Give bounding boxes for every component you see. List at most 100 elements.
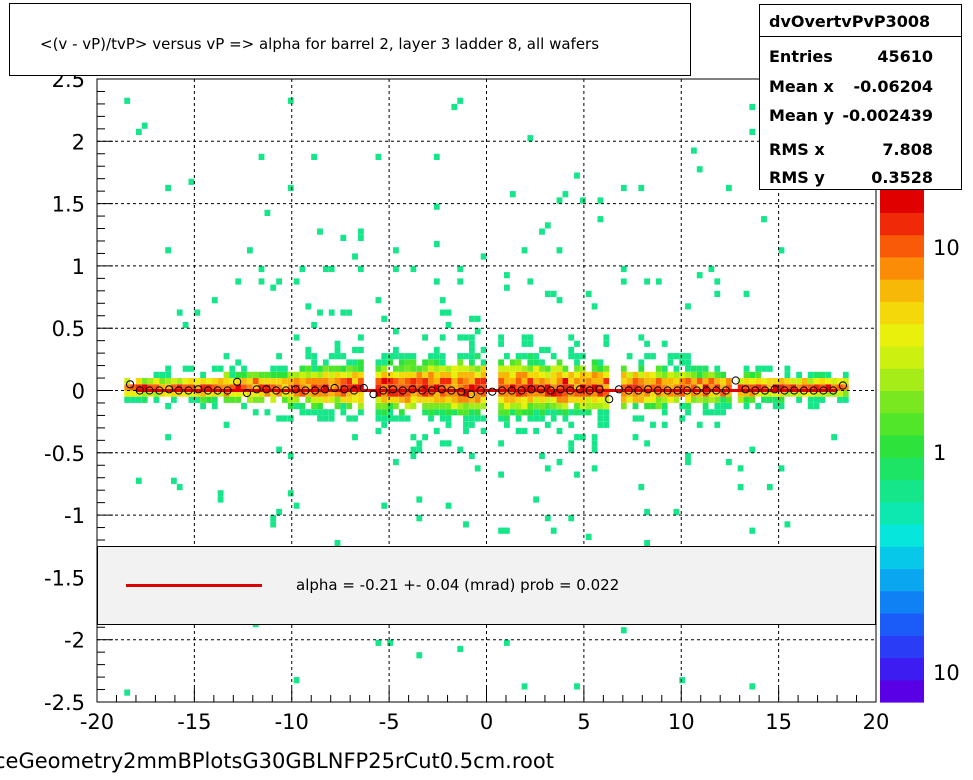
heatmap-cell [340, 353, 347, 360]
palette-swatch [880, 345, 924, 369]
profile-point [770, 385, 779, 394]
heatmap-cell [322, 384, 329, 391]
heatmap-cell [685, 365, 691, 372]
heatmap-cell [562, 384, 569, 391]
heatmap-cell [241, 371, 247, 378]
heatmap-cell [644, 440, 650, 447]
heatmap-cell [714, 378, 721, 385]
heatmap-cell [340, 371, 347, 378]
heatmap-cell [521, 403, 528, 410]
heatmap-cell [287, 97, 294, 104]
heatmap-cell [574, 471, 580, 478]
heatmap-cell [252, 378, 259, 385]
heatmap-cell [515, 371, 522, 378]
heatmap-cell [264, 209, 271, 216]
heatmap-cell [147, 378, 154, 385]
heatmap-cell [580, 365, 586, 372]
heatmap-cell [375, 390, 382, 397]
heatmap-cell [311, 396, 317, 403]
heatmap-cell [720, 390, 726, 397]
heatmap-cell [585, 378, 592, 385]
x-tick-label: 10 [668, 710, 695, 734]
heatmap-cell [358, 384, 364, 391]
file-name-footer: ceGeometry2mmBPlotsG30GBLNFP25rCut0.5cm.… [0, 749, 554, 773]
heatmap-cell [620, 627, 627, 634]
palette-swatch [880, 501, 924, 525]
heatmap-cell [539, 409, 545, 416]
heatmap-cell [200, 371, 206, 378]
heatmap-cell [655, 278, 662, 285]
heatmap-cells [124, 97, 849, 696]
heatmap-cell [229, 378, 236, 385]
heatmap-cell [469, 421, 475, 428]
heatmap-cell [527, 371, 534, 378]
heatmap-cell [381, 359, 388, 366]
heatmap-cell [550, 365, 557, 372]
heatmap-cell [165, 384, 171, 391]
profile-point [819, 386, 828, 395]
heatmap-cell [381, 315, 388, 322]
heatmap-cell [276, 378, 282, 385]
heatmap-cell [644, 540, 650, 547]
heatmap-cell [714, 403, 721, 410]
heatmap-cell [130, 384, 136, 391]
heatmap-cell [819, 396, 826, 403]
heatmap-cell [124, 378, 131, 385]
heatmap-cell [603, 390, 610, 397]
heatmap-cell [252, 396, 259, 403]
heatmap-cell [620, 390, 627, 397]
heatmap-cell [311, 359, 317, 366]
heatmap-cell [457, 353, 464, 360]
heatmap-cell [550, 415, 557, 422]
heatmap-cell [533, 378, 539, 385]
heatmap-cell [428, 365, 434, 372]
heatmap-cell [591, 434, 598, 441]
heatmap-cell [293, 502, 300, 509]
heatmap-cell [644, 508, 650, 516]
heatmap-cell [165, 434, 171, 441]
profile-point [712, 386, 721, 395]
heatmap-cell [287, 184, 294, 192]
heatmap-cell [200, 403, 206, 410]
heatmap-cell [626, 371, 633, 378]
heatmap-cell [293, 384, 300, 391]
heatmap-cell [393, 415, 399, 422]
heatmap-cell [474, 378, 481, 385]
profile-point [233, 377, 242, 386]
heatmap-cell [842, 390, 849, 397]
heatmap-cell [679, 403, 686, 410]
heatmap-cell [515, 378, 522, 385]
heatmap-cell [404, 371, 411, 378]
heatmap-cell [620, 403, 627, 410]
y-tick-label: -0.5 [44, 442, 85, 466]
heatmap-cell [696, 421, 703, 428]
heatmap-cell [597, 396, 604, 403]
heatmap-cell [182, 378, 189, 385]
heatmap-cell [691, 371, 697, 378]
palette-swatch [880, 190, 924, 213]
heatmap-cell [381, 403, 388, 410]
profile-point [517, 386, 526, 395]
heatmap-cell [504, 378, 510, 385]
heatmap-cell [784, 365, 791, 372]
heatmap-cell [580, 197, 586, 204]
heatmap-cell [305, 353, 312, 360]
heatmap-cell [533, 427, 539, 435]
heatmap-cell [597, 409, 604, 416]
heatmap-cell [726, 184, 732, 192]
heatmap-cell [737, 484, 744, 491]
heatmap-cell [708, 409, 715, 416]
heatmap-cell [597, 390, 604, 397]
heatmap-cell [591, 396, 598, 403]
profile-point [536, 385, 546, 394]
heatmap-cell [340, 390, 347, 397]
heatmap-cell [252, 371, 259, 378]
heatmap-cell [439, 309, 446, 316]
heatmap-cell [597, 359, 604, 366]
heatmap-cell [638, 334, 645, 341]
stats-row-entries: Entries 45610 [769, 47, 933, 69]
heatmap-cell [182, 384, 189, 391]
heatmap-cell [176, 484, 183, 491]
heatmap-cell [463, 396, 469, 403]
heatmap-cell [737, 396, 744, 403]
